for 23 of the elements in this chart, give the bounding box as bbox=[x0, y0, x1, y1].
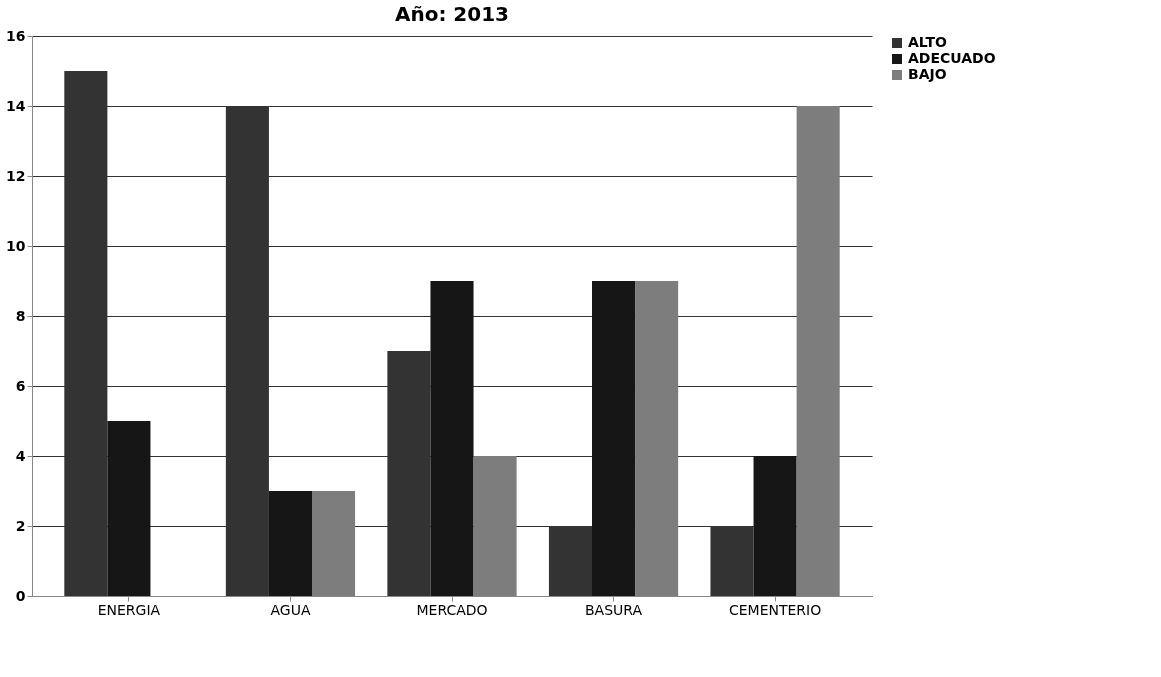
chart-title: Año: 2013 bbox=[394, 2, 510, 26]
legend-label: ADECUADO bbox=[908, 50, 996, 66]
bar bbox=[592, 281, 636, 596]
y-tick-label: 16 bbox=[6, 27, 26, 44]
y-tick-label: 8 bbox=[15, 307, 26, 324]
y-tick-label: 2 bbox=[15, 517, 26, 534]
y-tick-label: 0 bbox=[15, 587, 26, 604]
legend-label: ALTO bbox=[908, 34, 947, 50]
bar bbox=[753, 456, 797, 596]
y-tick-label: 12 bbox=[6, 167, 26, 184]
y-tick-label: 10 bbox=[6, 237, 26, 254]
x-tick-label: AGUA bbox=[270, 601, 311, 618]
y-tick-label: 14 bbox=[6, 97, 26, 114]
x-tick-label: ENERGIA bbox=[97, 601, 161, 618]
x-tick-label: BASURA bbox=[585, 601, 643, 618]
y-tick-label: 4 bbox=[15, 447, 26, 464]
bar bbox=[268, 491, 312, 596]
bar bbox=[430, 281, 474, 596]
y-tick-label: 6 bbox=[15, 377, 26, 394]
x-tick-label: MERCADO bbox=[416, 601, 488, 618]
x-tick-label: CEMENTERIO bbox=[728, 601, 822, 618]
bar bbox=[107, 421, 151, 596]
legend-label: BAJO bbox=[908, 66, 947, 82]
